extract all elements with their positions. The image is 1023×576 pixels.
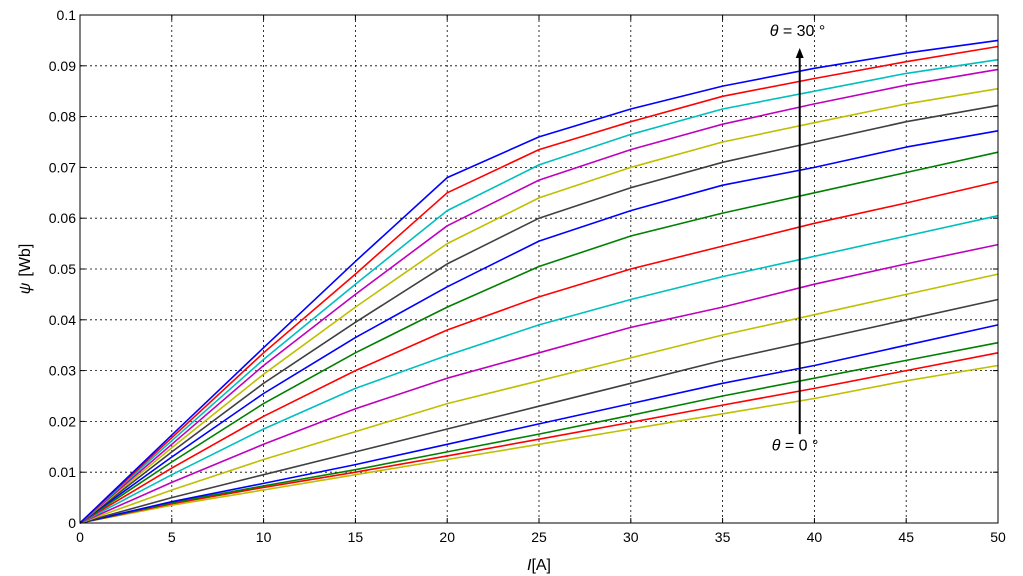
x-tick-label: 0 bbox=[76, 529, 84, 545]
x-axis-unit: [A] bbox=[531, 557, 551, 574]
series-line bbox=[79, 68, 999, 524]
theta-0-text: = 0 ° bbox=[780, 437, 818, 454]
theta-30-annotation: θ = 30 ° bbox=[770, 23, 826, 40]
series-line bbox=[79, 364, 999, 524]
theta-arrow-head bbox=[795, 48, 804, 59]
y-tick-label: 0.1 bbox=[57, 7, 77, 23]
series-line bbox=[79, 104, 999, 524]
series-lines bbox=[79, 39, 999, 524]
series-line bbox=[79, 130, 999, 524]
y-tick-label: 0.01 bbox=[49, 464, 76, 480]
x-tick-label: 15 bbox=[348, 529, 364, 545]
x-tick-label: 10 bbox=[256, 529, 272, 545]
y-tick-label: 0 bbox=[68, 515, 76, 531]
y-tick-labels: 0 0.01 0.02 0.03 0.04 0.05 0.06 0.07 0.08 0.09 0.1 bbox=[49, 7, 76, 531]
series-line bbox=[79, 341, 999, 524]
series-line bbox=[79, 298, 999, 524]
series-line bbox=[79, 87, 999, 524]
y-tick-label: 0.06 bbox=[49, 210, 76, 226]
y-tick-label: 0.07 bbox=[49, 159, 76, 175]
axis-ticks bbox=[79, 14, 999, 524]
series-line bbox=[79, 352, 999, 524]
y-axis-label: ψ [Wb] bbox=[17, 244, 34, 295]
x-tick-label: 5 bbox=[168, 529, 176, 545]
series-line bbox=[79, 58, 999, 524]
x-tick-label: 45 bbox=[898, 529, 914, 545]
x-tick-label: 50 bbox=[990, 529, 1006, 545]
x-tick-labels: 0 5 10 15 20 25 30 35 40 45 50 bbox=[76, 529, 1006, 545]
theta-30-symbol: θ bbox=[770, 23, 779, 40]
x-tick-label: 25 bbox=[531, 529, 547, 545]
theta-30-text: = 30 ° bbox=[778, 23, 825, 40]
series-line bbox=[79, 243, 999, 524]
y-axis-symbol: ψ bbox=[17, 282, 34, 294]
theta-0-annotation: θ = 0 ° bbox=[772, 437, 819, 454]
series-line bbox=[79, 273, 999, 524]
x-tick-label: 20 bbox=[439, 529, 455, 545]
y-tick-label: 0.05 bbox=[49, 261, 76, 277]
y-axis-unit: [Wb] bbox=[17, 244, 34, 277]
y-tick-label: 0.03 bbox=[49, 363, 76, 379]
series-line bbox=[79, 39, 999, 524]
x-tick-label: 40 bbox=[807, 529, 823, 545]
series-line bbox=[79, 151, 999, 524]
y-tick-label: 0.02 bbox=[49, 413, 76, 429]
y-tick-label: 0.09 bbox=[49, 58, 76, 74]
y-tick-label: 0.04 bbox=[49, 312, 76, 328]
x-tick-label: 30 bbox=[623, 529, 639, 545]
series-line bbox=[79, 324, 999, 524]
y-tick-label: 0.08 bbox=[49, 109, 76, 125]
x-axis-label: I[A] bbox=[527, 557, 551, 574]
series-line bbox=[79, 180, 999, 524]
series-line bbox=[79, 214, 999, 524]
theta-0-symbol: θ bbox=[772, 437, 781, 454]
x-tick-label: 35 bbox=[715, 529, 731, 545]
series-line bbox=[79, 45, 999, 524]
x-axis-symbol: I bbox=[527, 557, 532, 574]
